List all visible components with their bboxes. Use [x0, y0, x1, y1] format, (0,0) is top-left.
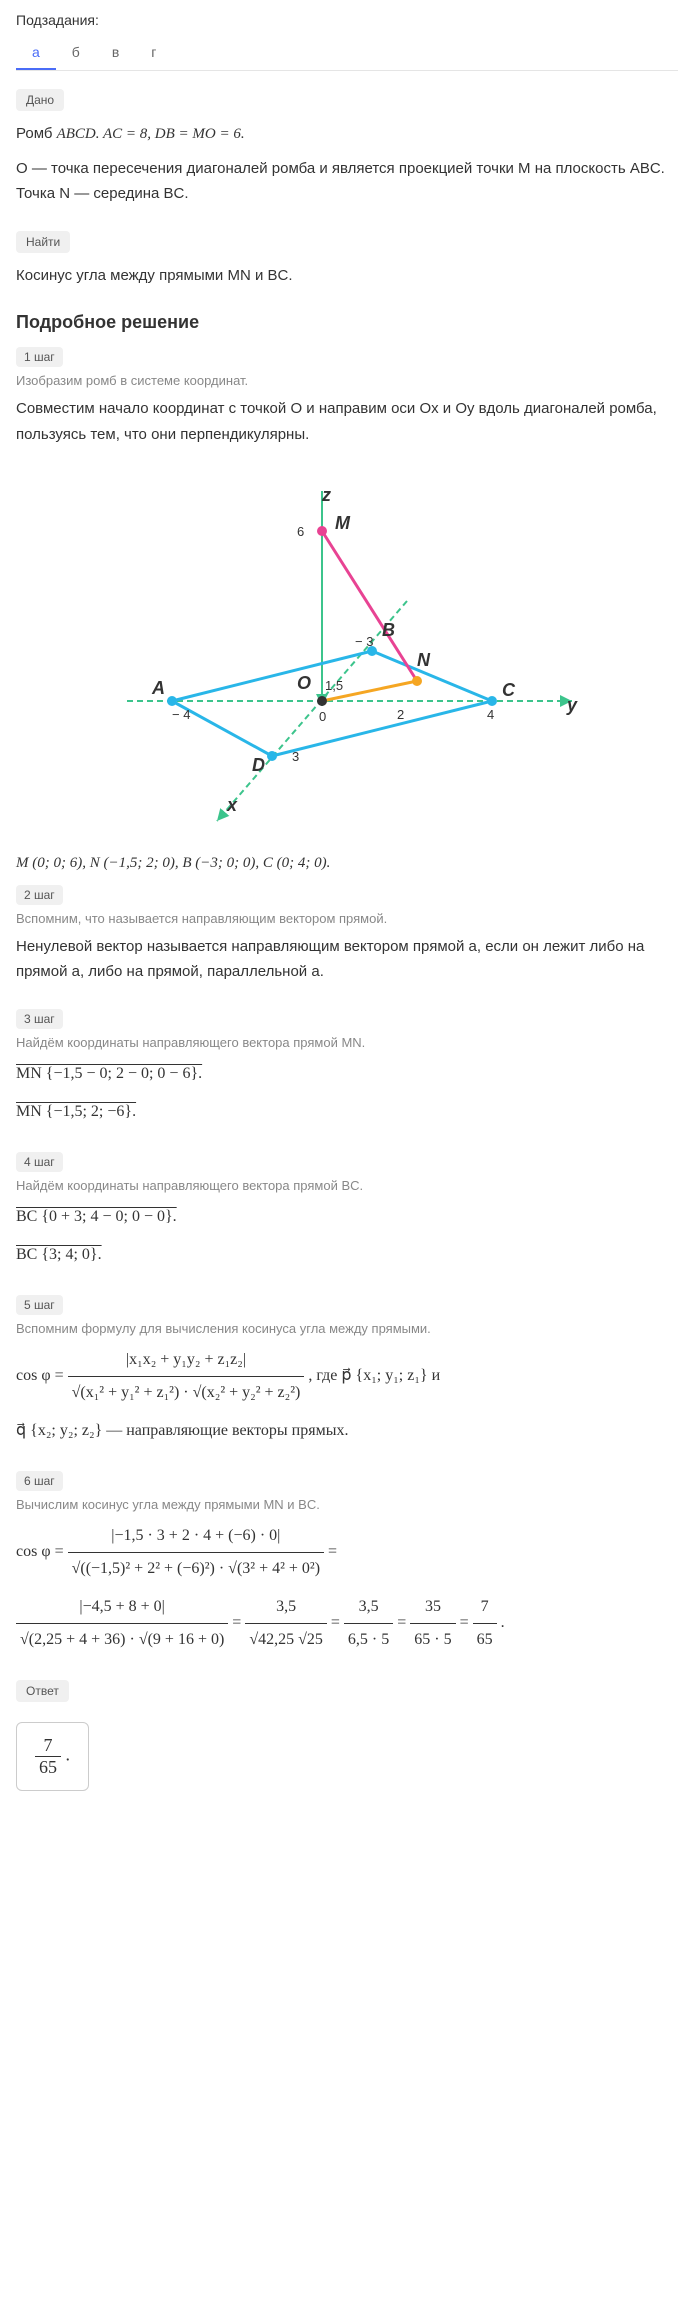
step-3: 3 шаг Найдём координаты направляющего ве…	[16, 1009, 678, 1128]
svg-text:z: z	[321, 485, 331, 505]
step2-badge: 2 шаг	[16, 885, 63, 905]
svg-text:M: M	[335, 513, 351, 533]
calc-l2-f2d: √42,25 √25	[245, 1624, 327, 1656]
svg-text:y: y	[566, 695, 578, 715]
given-line1-prefix: Ромб	[16, 125, 57, 142]
step-6: 6 шаг Вычислим косинус угла между прямым…	[16, 1471, 678, 1656]
svg-text:− 3: − 3	[355, 634, 373, 649]
tab-a[interactable]: а	[16, 36, 56, 70]
step-4: 4 шаг Найдём координаты направляющего ве…	[16, 1152, 678, 1271]
subtasks-tabs: а б в г	[16, 36, 678, 71]
step4-f2-text: BC {3; 4; 0}.	[16, 1246, 102, 1263]
calc-l2-f5d: 65	[473, 1624, 497, 1656]
step2-desc: Вспомним, что называется направляющим ве…	[16, 911, 678, 926]
find-section: Найти Косинус угла между прямыми MN и BC…	[16, 231, 678, 289]
step5-formula: cos φ = |x₁x₂ + y₁y₂ + z₁z₂| √(x₁² + y₁²…	[16, 1344, 678, 1409]
calc-l1-num: |−1,5 · 3 + 2 · 4 + (−6) · 0|	[68, 1520, 324, 1553]
svg-text:2: 2	[397, 707, 404, 722]
svg-text:− 4: − 4	[172, 707, 190, 722]
step-1: 1 шаг Изобразим ромб в системе координат…	[16, 347, 678, 447]
step6-desc: Вычислим косинус угла между прямыми MN и…	[16, 1497, 678, 1512]
find-text: Косинус угла между прямыми MN и BC.	[16, 263, 678, 289]
step3-f2: MN {−1,5; 2; −6}.	[16, 1096, 678, 1128]
cos-tail: , где p⃗ {x₁; y₁; z₁} и	[308, 1367, 440, 1384]
step1-body: Совместим начало координат с точкой O и …	[16, 396, 678, 447]
step2-body: Ненулевой вектор называется направляющим…	[16, 934, 678, 985]
given-section: Дано Ромб ABCD. AC = 8, DB = MO = 6. O —…	[16, 89, 678, 207]
cos-num: |x₁x₂ + y₁y₂ + z₁z₂|	[68, 1344, 305, 1377]
svg-text:O: O	[297, 673, 311, 693]
step3-f2-text: MN {−1,5; 2; −6}.	[16, 1103, 136, 1120]
svg-text:0: 0	[319, 709, 326, 724]
step4-badge: 4 шаг	[16, 1152, 63, 1172]
step4-f1-text: BC {0 + 3; 4 − 0; 0 − 0}.	[16, 1208, 177, 1225]
given-line1-math: ABCD. AC = 8, DB = MO = 6.	[57, 126, 245, 142]
svg-text:3: 3	[292, 749, 299, 764]
step1-desc: Изобразим ромб в системе координат.	[16, 373, 678, 388]
answer-box: 7 65 .	[16, 1722, 89, 1791]
answer-den: 65	[35, 1757, 61, 1778]
calc-l2-f4n: 35	[410, 1591, 455, 1624]
step-2: 2 шаг Вспомним, что называется направляю…	[16, 885, 678, 985]
given-badge: Дано	[16, 89, 64, 111]
svg-text:N: N	[417, 650, 431, 670]
svg-text:6: 6	[297, 524, 304, 539]
step5-badge: 5 шаг	[16, 1295, 63, 1315]
step6-badge: 6 шаг	[16, 1471, 63, 1491]
step4-desc: Найдём координаты направляющего вектора …	[16, 1178, 678, 1193]
coordinate-diagram: x y z O A C B D M N 6 − 4 4 2 0 − 3 3 1,5	[97, 471, 597, 831]
tab-v[interactable]: в	[96, 36, 135, 70]
calc-l2-f2n: 3,5	[245, 1591, 327, 1624]
answer-section: Ответ 7 65 .	[16, 1680, 678, 1791]
calc-l2-f1d: √(2,25 + 4 + 36) · √(9 + 16 + 0)	[16, 1624, 228, 1656]
solution-title: Подробное решение	[16, 312, 678, 333]
svg-text:B: B	[382, 620, 395, 640]
cos-lhs: cos φ =	[16, 1367, 64, 1384]
svg-text:1,5: 1,5	[325, 678, 343, 693]
tab-b[interactable]: б	[56, 36, 96, 70]
calc-l1-den: √((−1,5)² + 2² + (−6)²) · √(3² + 4² + 0²…	[68, 1553, 324, 1585]
answer-num: 7	[35, 1735, 61, 1757]
tab-g[interactable]: г	[135, 36, 172, 70]
svg-text:A: A	[151, 678, 165, 698]
step4-f2: BC {3; 4; 0}.	[16, 1239, 678, 1271]
step3-desc: Найдём координаты направляющего вектора …	[16, 1035, 678, 1050]
calc-l2-f3n: 3,5	[344, 1591, 393, 1624]
given-line1: Ромб ABCD. AC = 8, DB = MO = 6.	[16, 121, 678, 148]
step6-line2: |−4,5 + 8 + 0| √(2,25 + 4 + 36) · √(9 + …	[16, 1591, 678, 1656]
calc-l2-f3d: 6,5 · 5	[344, 1624, 393, 1656]
step5-desc: Вспомним формулу для вычисления косинуса…	[16, 1321, 678, 1336]
svg-text:D: D	[252, 755, 265, 775]
step3-badge: 3 шаг	[16, 1009, 63, 1029]
step3-f1-text: MN {−1,5 − 0; 2 − 0; 0 − 6}.	[16, 1065, 202, 1082]
find-badge: Найти	[16, 231, 70, 253]
given-line2: O — точка пересечения диагоналей ромба и…	[16, 156, 678, 207]
svg-text:x: x	[226, 795, 238, 815]
calc-l2-f5n: 7	[473, 1591, 497, 1624]
step5-tail2: q⃗ {x₂; y₂; z₂} — направляющие векторы п…	[16, 1415, 678, 1447]
step6-line1: cos φ = |−1,5 · 3 + 2 · 4 + (−6) · 0| √(…	[16, 1520, 678, 1585]
svg-text:4: 4	[487, 707, 494, 722]
calc-l2-f4d: 65 · 5	[410, 1624, 455, 1656]
cos-den: √(x₁² + y₁² + z₁²) · √(x₂² + y₂² + z₂²)	[68, 1377, 305, 1409]
calc-l2-f1n: |−4,5 + 8 + 0|	[16, 1591, 228, 1624]
step1-badge: 1 шаг	[16, 347, 63, 367]
subtasks-label: Подзадания:	[16, 12, 678, 28]
step3-f1: MN {−1,5 − 0; 2 − 0; 0 − 6}.	[16, 1058, 678, 1090]
svg-text:C: C	[502, 680, 516, 700]
coords-line: M (0; 0; 6), N (−1,5; 2; 0), B (−3; 0; 0…	[16, 851, 678, 877]
step-5: 5 шаг Вспомним формулу для вычисления ко…	[16, 1295, 678, 1447]
step4-f1: BC {0 + 3; 4 − 0; 0 − 0}.	[16, 1201, 678, 1233]
answer-badge: Ответ	[16, 1680, 69, 1702]
